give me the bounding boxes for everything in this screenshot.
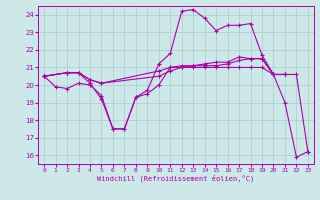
X-axis label: Windchill (Refroidissement éolien,°C): Windchill (Refroidissement éolien,°C) [97, 175, 255, 182]
